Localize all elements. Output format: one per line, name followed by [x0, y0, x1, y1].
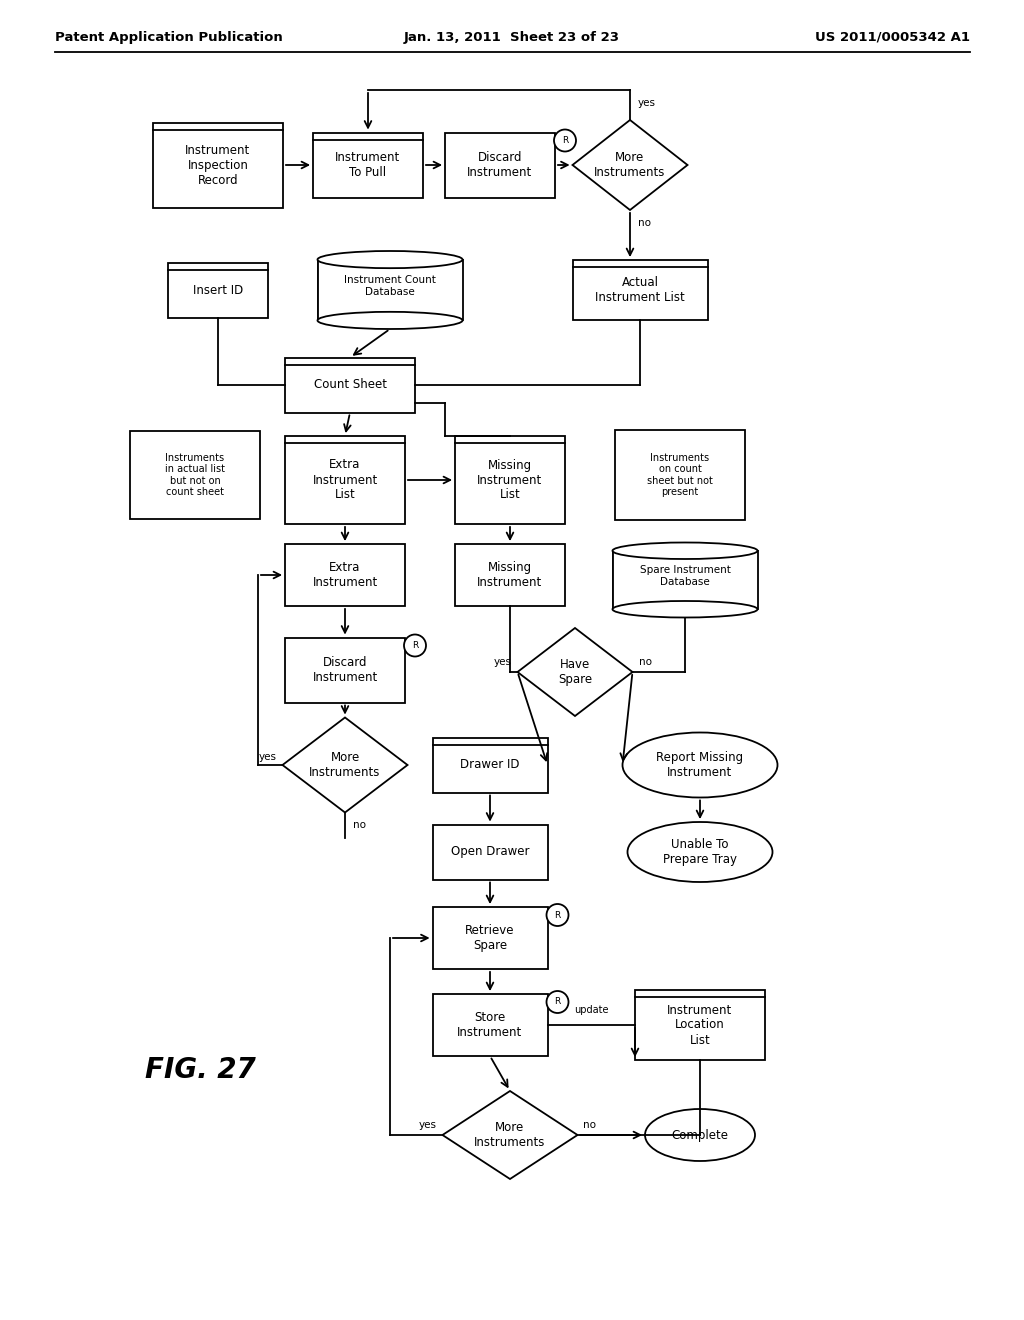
Ellipse shape	[612, 601, 758, 618]
Bar	[635, 990, 765, 1060]
Text: Patent Application Publication: Patent Application Publication	[55, 30, 283, 44]
Polygon shape	[572, 120, 687, 210]
Text: Extra
Instrument: Extra Instrument	[312, 561, 378, 589]
Ellipse shape	[645, 1109, 755, 1162]
Text: Extra
Instrument
List: Extra Instrument List	[312, 458, 378, 502]
Text: R: R	[562, 136, 568, 145]
Bar	[572, 260, 708, 319]
Bar	[455, 436, 565, 524]
Text: Instruments
in actual list
but not on
count sheet: Instruments in actual list but not on co…	[165, 453, 225, 498]
Text: Open Drawer: Open Drawer	[451, 846, 529, 858]
Ellipse shape	[317, 312, 463, 329]
Text: More
Instruments: More Instruments	[309, 751, 381, 779]
Text: Discard
Instrument: Discard Instrument	[467, 150, 532, 180]
Bar	[285, 638, 406, 702]
Text: Missing
Instrument: Missing Instrument	[477, 561, 543, 589]
Bar	[285, 544, 406, 606]
Circle shape	[547, 904, 568, 927]
Ellipse shape	[628, 822, 772, 882]
Text: Store
Instrument: Store Instrument	[458, 1011, 522, 1039]
Text: Instruments
on count
sheet but not
present: Instruments on count sheet but not prese…	[647, 453, 713, 498]
Text: no: no	[353, 821, 366, 830]
Polygon shape	[517, 628, 633, 715]
Circle shape	[547, 991, 568, 1012]
Bar	[432, 907, 548, 969]
Text: no: no	[584, 1119, 597, 1130]
Text: More
Instruments: More Instruments	[594, 150, 666, 180]
Bar	[432, 738, 548, 792]
Text: Instrument
To Pull: Instrument To Pull	[336, 150, 400, 180]
Text: Instrument Count
Database: Instrument Count Database	[344, 275, 436, 297]
Circle shape	[554, 129, 575, 152]
Ellipse shape	[623, 733, 777, 797]
Bar	[153, 123, 283, 207]
Text: Actual
Instrument List: Actual Instrument List	[595, 276, 685, 304]
Text: Instrument
Inspection
Record: Instrument Inspection Record	[185, 144, 251, 186]
Text: Report Missing
Instrument: Report Missing Instrument	[656, 751, 743, 779]
Text: Have
Spare: Have Spare	[558, 657, 592, 686]
Text: Drawer ID: Drawer ID	[460, 759, 520, 771]
Bar	[285, 436, 406, 524]
Text: Jan. 13, 2011  Sheet 23 of 23: Jan. 13, 2011 Sheet 23 of 23	[404, 30, 620, 44]
Bar	[168, 263, 268, 318]
Text: US 2011/0005342 A1: US 2011/0005342 A1	[815, 30, 970, 44]
Text: update: update	[574, 1005, 608, 1015]
Text: FIG. 27: FIG. 27	[144, 1056, 255, 1084]
Bar	[445, 132, 555, 198]
Bar	[432, 994, 548, 1056]
Text: R: R	[412, 642, 418, 649]
Bar	[432, 825, 548, 879]
Text: Spare Instrument
Database: Spare Instrument Database	[640, 565, 730, 586]
Text: Count Sheet: Count Sheet	[313, 379, 386, 392]
Text: Complete: Complete	[672, 1129, 728, 1142]
Text: yes: yes	[494, 657, 512, 667]
Bar	[612, 550, 758, 610]
Bar	[313, 132, 423, 198]
Text: yes: yes	[419, 1119, 436, 1130]
Text: Instrument
Location
List: Instrument Location List	[668, 1003, 732, 1047]
Text: R: R	[554, 911, 560, 920]
Text: R: R	[554, 998, 560, 1006]
Text: Retrieve
Spare: Retrieve Spare	[465, 924, 515, 952]
Text: Unable To
Prepare Tray: Unable To Prepare Tray	[663, 838, 737, 866]
Circle shape	[404, 635, 426, 656]
Text: Discard
Instrument: Discard Instrument	[312, 656, 378, 684]
Bar	[455, 544, 565, 606]
Ellipse shape	[317, 251, 463, 268]
Bar	[285, 358, 415, 412]
Text: More
Instruments: More Instruments	[474, 1121, 546, 1148]
Text: Missing
Instrument
List: Missing Instrument List	[477, 458, 543, 502]
Text: no: no	[639, 657, 651, 667]
Polygon shape	[283, 718, 408, 813]
Bar	[317, 260, 463, 321]
Bar	[615, 430, 745, 520]
Text: yes: yes	[258, 752, 276, 762]
Text: no: no	[638, 218, 651, 228]
Bar	[130, 432, 260, 519]
Text: yes: yes	[638, 98, 656, 108]
Text: Insert ID: Insert ID	[193, 284, 243, 297]
Ellipse shape	[612, 543, 758, 558]
Polygon shape	[442, 1092, 578, 1179]
